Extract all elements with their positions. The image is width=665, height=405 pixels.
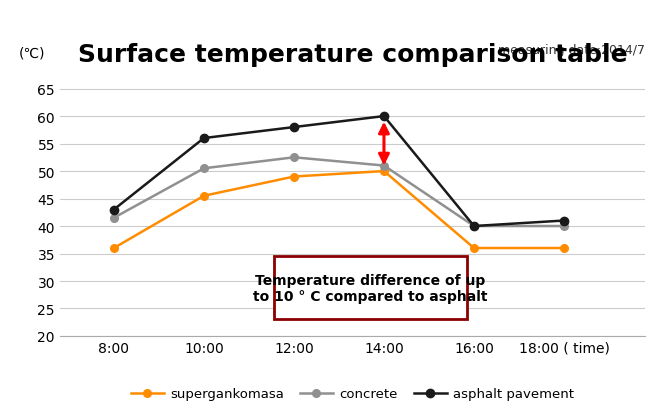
Line: supergankomasa: supergankomasa: [110, 168, 568, 252]
Text: Temperature difference of up
to 10 ° C compared to asphalt: Temperature difference of up to 10 ° C c…: [253, 273, 487, 303]
concrete: [200, 166, 208, 171]
asphalt pavement: [380, 114, 388, 119]
Line: asphalt pavement: asphalt pavement: [110, 113, 568, 230]
asphalt pavement: [290, 125, 298, 130]
asphalt pavement: [110, 208, 118, 213]
asphalt pavement: [560, 219, 568, 224]
concrete: [560, 224, 568, 229]
supergankomasa: [470, 246, 478, 251]
supergankomasa: [200, 194, 208, 199]
asphalt pavement: [200, 136, 208, 141]
Legend: supergankomasa, concrete, asphalt pavement: supergankomasa, concrete, asphalt paveme…: [125, 382, 580, 405]
Text: (℃): (℃): [19, 47, 45, 60]
concrete: [380, 164, 388, 168]
supergankomasa: [560, 246, 568, 251]
Title: Surface temperature comparison table: Surface temperature comparison table: [78, 43, 627, 67]
supergankomasa: [110, 246, 118, 251]
supergankomasa: [380, 169, 388, 174]
supergankomasa: [290, 175, 298, 179]
concrete: [470, 224, 478, 229]
Line: concrete: concrete: [110, 154, 568, 230]
concrete: [110, 216, 118, 221]
asphalt pavement: [470, 224, 478, 229]
concrete: [290, 156, 298, 160]
FancyBboxPatch shape: [274, 257, 467, 320]
Text: measuring date:2014/7: measuring date:2014/7: [498, 44, 645, 57]
